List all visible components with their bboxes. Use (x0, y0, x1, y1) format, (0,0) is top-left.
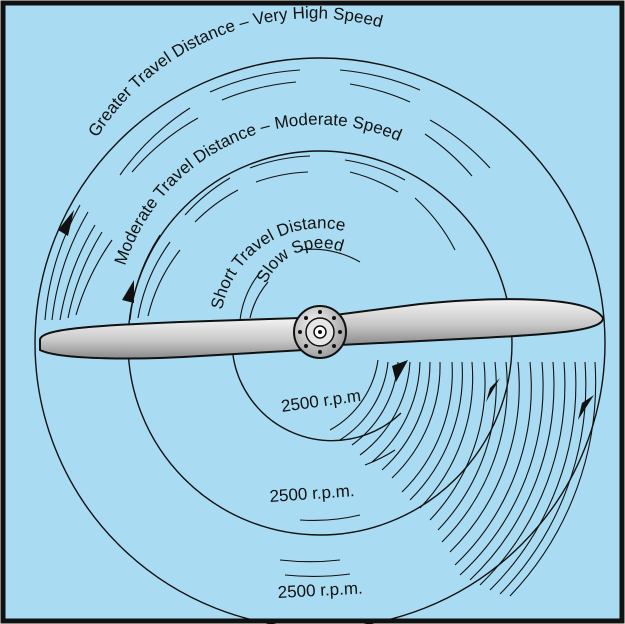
arrowhead-icon (122, 280, 134, 303)
arrowhead-icon (578, 395, 594, 420)
arrowhead-icon (486, 378, 500, 402)
inner-orbit-arc (231, 342, 402, 442)
outer-orbit-circle (34, 57, 606, 624)
right-blade (333, 298, 605, 347)
outer-rpm-label: 2500 r.p.m. (277, 579, 363, 602)
arrowheads (58, 210, 594, 420)
arrowhead-icon (58, 210, 74, 236)
propeller-icon (39, 298, 605, 360)
arrowhead-icon (392, 360, 408, 382)
motion-trails (44, 69, 597, 597)
